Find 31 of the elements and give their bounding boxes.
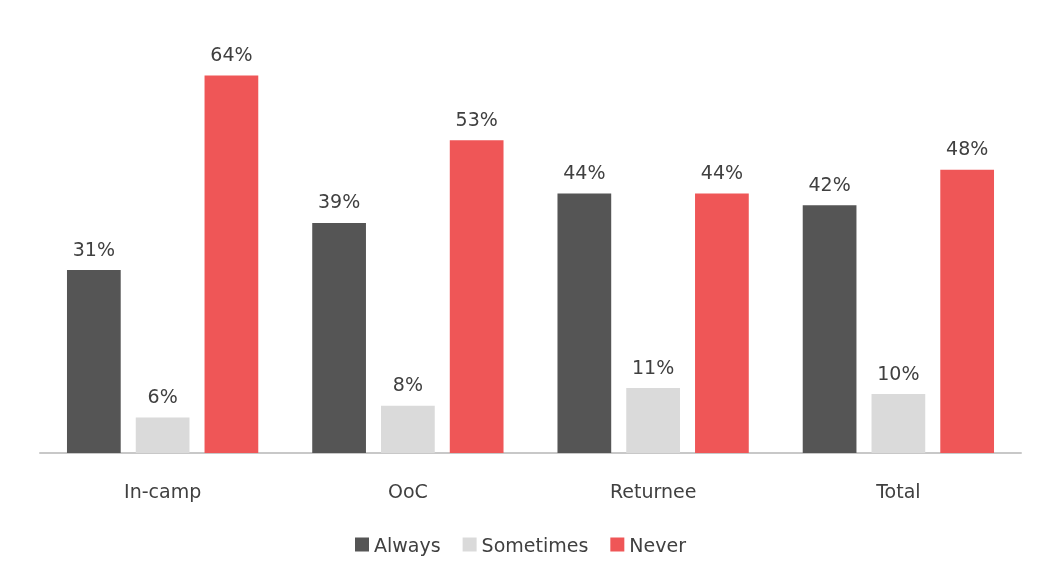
bar [695,193,749,453]
bar [135,417,190,453]
data-label: 6% [147,385,178,408]
data-label: 44% [700,160,744,183]
x-tick-label: Total [875,479,921,502]
x-tick-label: OoC [387,479,428,502]
x-tick-label: In-camp [124,479,202,502]
data-label: 31% [72,237,115,260]
data-label: 10% [877,361,920,384]
data-label: 39% [317,190,361,213]
bar [312,222,366,453]
bar [381,405,435,453]
data-label: 44% [563,160,606,183]
bar [204,75,259,453]
bar [557,193,612,453]
data-label: 8% [392,373,423,396]
bar [449,140,504,453]
data-label: 53% [455,107,498,130]
data-label: 48% [946,137,989,160]
data-label: 42% [808,172,851,195]
legend-label: Sometimes [481,533,589,556]
bar [66,270,121,453]
x-tick-label: Returnee [609,479,697,502]
bar [940,169,995,453]
legend-label: Never [629,533,687,556]
bar [626,388,680,453]
data-label: 64% [210,42,253,65]
bar [871,394,926,453]
legend-label: Always [374,533,441,556]
data-label: 11% [632,355,675,378]
bar [802,205,857,453]
